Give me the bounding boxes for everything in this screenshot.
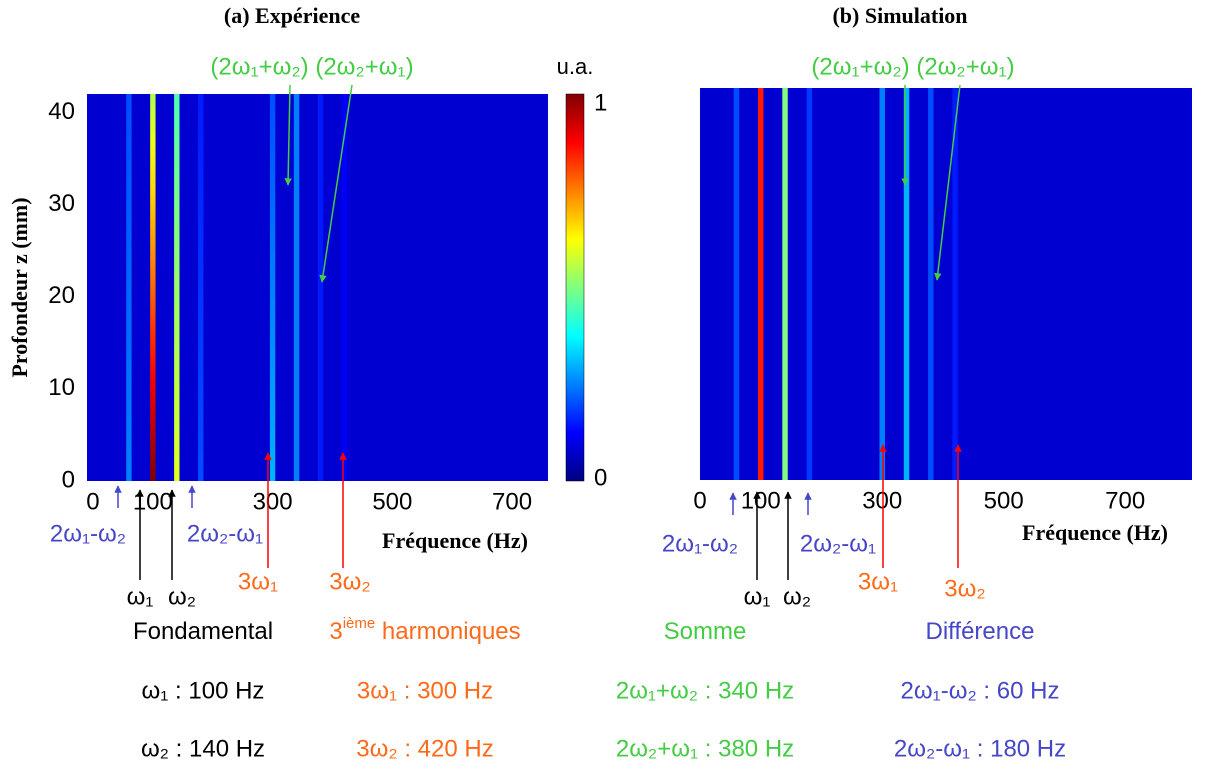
y-axis-label: Profondeur z (mm) [7,197,32,377]
y-tick-label: 10 [48,374,75,401]
legend-group-title: 3ième harmoniques [329,615,520,645]
y-tick-label: 20 [48,282,75,309]
frequency-band [928,88,934,480]
annotation: ω₁ [744,583,771,610]
legend-item: 2ω₁+ω₂ : 340 Hz [616,677,794,704]
annotation: (2ω₁+ω₂) (2ω₂+ω₁) [811,53,1014,80]
x-tick-label: 300 [253,488,293,515]
legend-item: 3ω₁ : 300 Hz [357,677,493,704]
frequency-band [150,94,156,481]
frequency-band [174,94,180,481]
x-tick-label: 0 [693,487,706,514]
frequency-band [317,94,324,481]
x-tick-label: 500 [372,488,412,515]
legend-group-title: Somme [664,618,747,645]
annotation: 3ω₁ [238,568,278,595]
annotation-arrow [319,84,353,283]
colorbar-tick-label: 0 [594,464,607,491]
frequency-band [269,94,276,481]
x-tick-label: 500 [984,487,1024,514]
chart-title: (a) Expérience [224,3,360,28]
colorbar [565,93,585,482]
frequency-band [903,88,910,480]
annotation: 2ω₁-ω₂ [662,530,738,557]
frequency-band [198,94,204,481]
frequency-band [879,88,885,480]
chart-title: (b) Simulation [832,3,967,28]
x-tick-label: 100 [133,488,173,515]
frequency-band [952,88,958,480]
legend-item: ω₁ : 100 Hz [142,677,265,704]
x-tick-label: 100 [741,487,781,514]
heatmap-background [700,88,1192,480]
y-tick-label: 0 [62,466,75,493]
frequency-band [293,94,300,481]
frequency-band [126,94,132,481]
legend-item: 3ω₂ : 420 Hz [356,735,493,762]
legend-group-title: Différence [926,618,1035,645]
heatmap-background [87,94,548,481]
annotation-arrow [284,84,292,186]
annotation-arrow [934,84,961,281]
frequency-band [341,94,348,481]
colorbar-label: u.a. [557,54,594,79]
annotation: 3ω₁ [858,568,898,595]
frequency-band [733,88,740,480]
legend-item: 2ω₂-ω₁ : 180 Hz [894,735,1066,762]
x-tick-label: 0 [86,488,99,515]
x-tick-label: 700 [492,488,532,515]
legend-item: ω₂ : 140 Hz [141,735,265,762]
x-axis-label: Fréquence (Hz) [1022,520,1168,545]
y-tick-label: 30 [48,190,75,217]
annotation: 2ω₂-ω₁ [800,530,876,557]
colorbar-tick-label: 1 [594,89,607,116]
x-tick-label: 300 [862,487,902,514]
x-axis-label: Fréquence (Hz) [382,528,528,553]
x-tick-label: 700 [1105,487,1145,514]
frequency-band [806,88,813,480]
annotation: ω₁ [127,583,154,610]
annotation: 2ω₁-ω₂ [50,520,126,547]
annotation: 3ω₂ [329,568,370,595]
annotation: 3ω₂ [944,575,985,602]
annotation: 2ω₂-ω₁ [187,520,263,547]
annotation: (2ω₁+ω₂) (2ω₂+ω₁) [210,53,413,80]
annotation: ω₂ [168,583,196,610]
legend-item: 2ω₂+ω₁ : 380 Hz [616,735,794,762]
y-tick-label: 40 [48,98,75,125]
legend-group-title: Fondamental [133,618,273,645]
annotation: ω₂ [783,583,811,610]
legend-item: 2ω₁-ω₂ : 60 Hz [901,677,1060,704]
frequency-band [758,88,764,480]
frequency-band [782,88,788,480]
